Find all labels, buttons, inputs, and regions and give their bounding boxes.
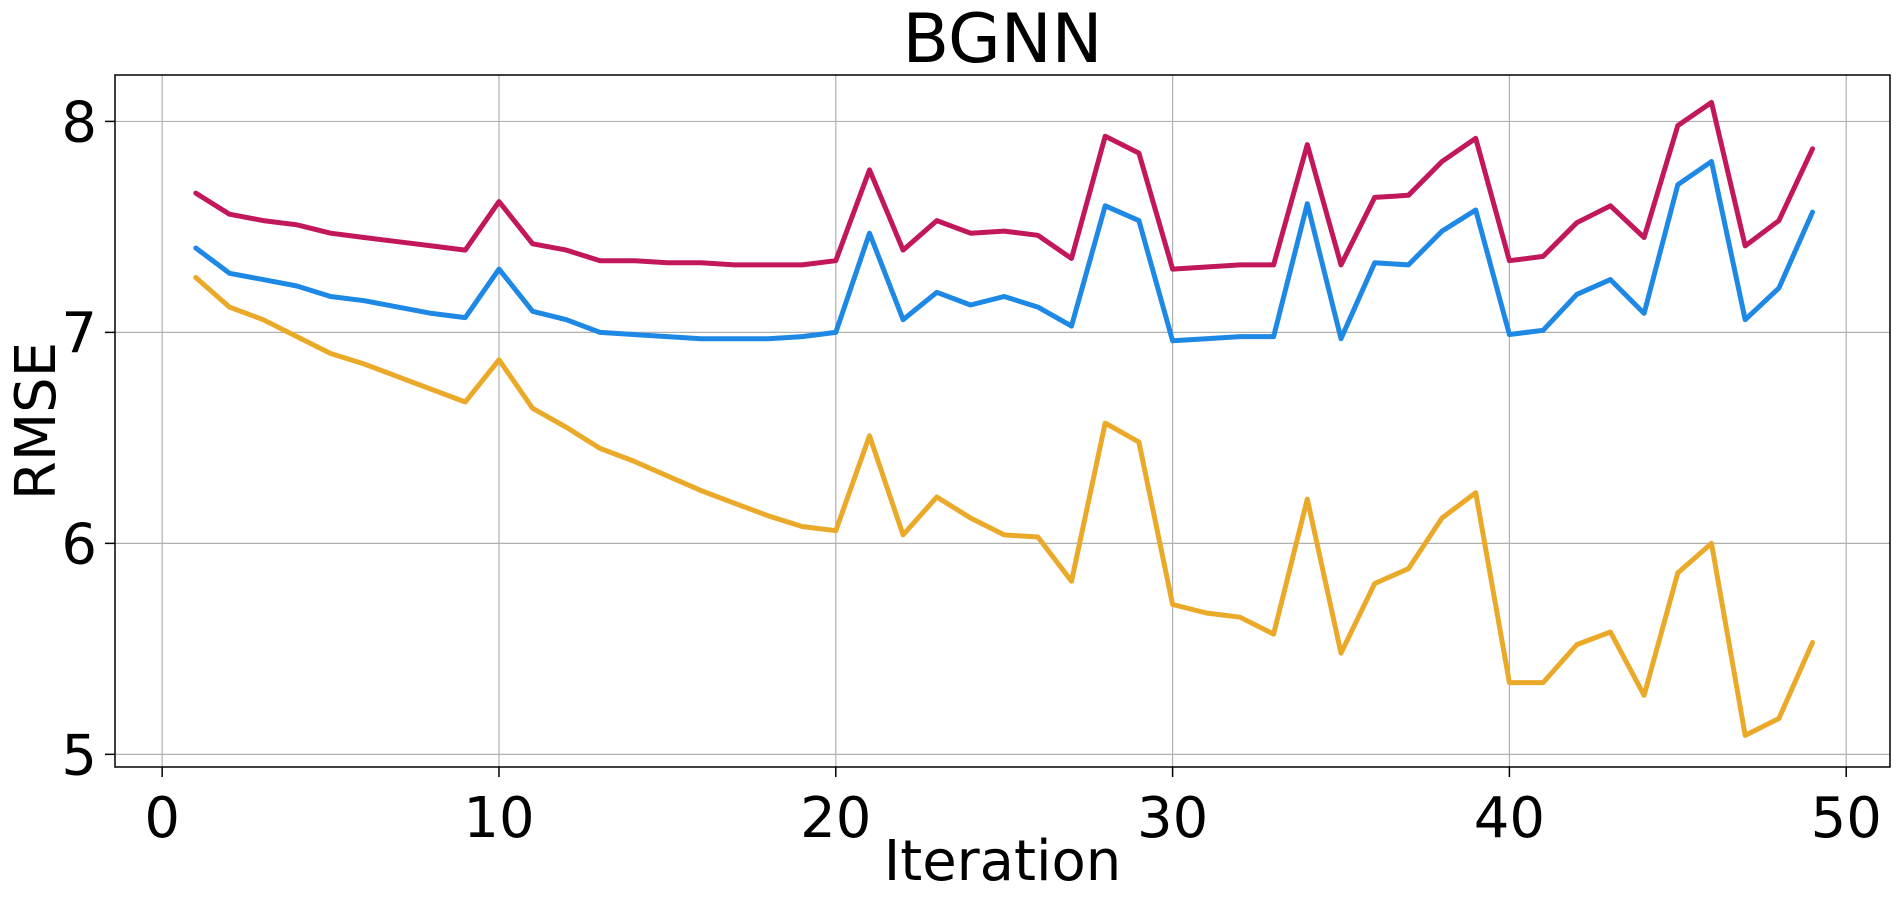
series-line-2 — [193, 159, 1815, 344]
y-tick-label: 7 — [61, 301, 97, 366]
x-tick-label: 10 — [463, 786, 534, 851]
x-tick-label: 30 — [1137, 786, 1208, 851]
series-line-1 — [193, 99, 1815, 272]
series-line-3 — [193, 275, 1815, 738]
plot-frame — [114, 74, 1891, 768]
axis-ticks: 0 10 20 30 40 50 5 6 7 8 — [61, 90, 1881, 851]
x-axis-label: Iteration — [884, 829, 1122, 894]
chart-title: BGNN — [903, 0, 1103, 79]
x-tick-label: 50 — [1811, 786, 1882, 851]
y-tick-label: 5 — [61, 723, 97, 788]
y-axis-label: RMSE — [4, 342, 69, 500]
x-tick-label: 0 — [144, 786, 180, 851]
series-lines — [193, 99, 1815, 738]
grid-lines — [115, 75, 1890, 767]
y-tick-label: 6 — [61, 512, 97, 577]
x-tick-label: 20 — [800, 786, 871, 851]
x-tick-label: 40 — [1474, 786, 1545, 851]
y-tick-label: 8 — [61, 90, 97, 155]
